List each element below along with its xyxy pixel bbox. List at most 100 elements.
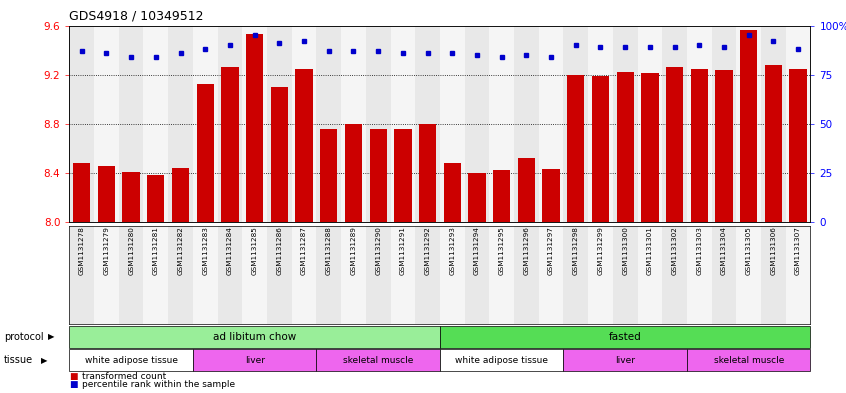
Text: GSM1131289: GSM1131289 [350,226,356,275]
Text: GSM1131279: GSM1131279 [103,226,109,275]
Text: GSM1131288: GSM1131288 [326,226,332,275]
Bar [267,226,292,324]
Text: GSM1131285: GSM1131285 [251,226,258,275]
Text: white adipose tissue: white adipose tissue [455,356,548,365]
Bar [118,26,144,222]
Bar [391,26,415,222]
Text: GSM1131305: GSM1131305 [745,226,752,275]
Bar [415,226,440,324]
Bar [144,226,168,324]
Bar [147,175,164,222]
Bar [242,26,267,222]
Text: GSM1131300: GSM1131300 [622,226,629,275]
Text: GSM1131292: GSM1131292 [425,226,431,275]
Text: GDS4918 / 10349512: GDS4918 / 10349512 [69,10,204,23]
Bar [514,226,539,324]
Text: GSM1131287: GSM1131287 [301,226,307,275]
Bar [292,226,316,324]
Bar [292,26,316,222]
Bar [295,68,313,222]
Bar [690,68,708,222]
Bar [666,67,684,222]
Bar [761,26,786,222]
Bar [440,26,464,222]
Bar [662,26,687,222]
Bar [320,129,338,222]
Bar [391,226,415,324]
Bar [765,65,782,222]
Text: GSM1131286: GSM1131286 [277,226,283,275]
Bar [69,26,94,222]
Bar [711,226,736,324]
Text: GSM1131283: GSM1131283 [202,226,208,275]
Bar [345,124,362,222]
Bar [588,26,613,222]
Bar [222,67,239,222]
Bar [464,226,489,324]
Bar [493,171,510,222]
Text: ▶: ▶ [41,356,47,365]
Bar [638,226,662,324]
Text: GSM1131307: GSM1131307 [795,226,801,275]
Text: GSM1131278: GSM1131278 [79,226,85,275]
Bar [716,70,733,222]
Bar [370,129,387,222]
Bar [567,75,585,222]
Bar [786,26,810,222]
Bar [687,226,711,324]
Bar [415,26,440,222]
Text: GSM1131280: GSM1131280 [128,226,135,275]
Bar [761,226,786,324]
Bar [588,226,613,324]
Bar [118,226,144,324]
Bar [687,26,711,222]
Text: ad libitum chow: ad libitum chow [213,332,296,342]
Bar [365,226,391,324]
Bar [217,26,242,222]
Bar [786,226,810,324]
Text: GSM1131306: GSM1131306 [771,226,777,275]
Bar [168,26,193,222]
Bar [98,165,115,222]
Text: liver: liver [244,356,265,365]
Bar [193,26,217,222]
Text: GSM1131296: GSM1131296 [524,226,530,275]
Text: GSM1131295: GSM1131295 [498,226,505,275]
Text: skeletal muscle: skeletal muscle [343,356,414,365]
Bar [316,226,341,324]
Bar [518,158,535,222]
Text: white adipose tissue: white adipose tissue [85,356,178,365]
Text: GSM1131291: GSM1131291 [400,226,406,275]
Bar [789,68,807,222]
Bar [443,163,461,222]
Bar [711,26,736,222]
Bar [514,26,539,222]
Bar [365,26,391,222]
Text: GSM1131281: GSM1131281 [153,226,159,275]
Bar [196,84,214,222]
Text: transformed count: transformed count [82,372,167,381]
Bar [123,172,140,222]
Bar [271,87,288,222]
Text: GSM1131302: GSM1131302 [672,226,678,275]
Text: GSM1131284: GSM1131284 [227,226,233,275]
Bar [341,226,365,324]
Text: tissue: tissue [4,355,33,365]
Text: ■: ■ [69,380,78,389]
Bar [242,226,267,324]
Text: skeletal muscle: skeletal muscle [713,356,784,365]
Text: GSM1131282: GSM1131282 [178,226,184,275]
Text: GSM1131301: GSM1131301 [647,226,653,275]
Bar [341,26,365,222]
Bar [69,226,94,324]
Bar [440,226,464,324]
Bar [740,30,757,222]
Bar [267,26,292,222]
Bar [662,226,687,324]
Text: GSM1131303: GSM1131303 [696,226,702,275]
Bar [94,26,118,222]
Bar [464,26,489,222]
Text: liver: liver [615,356,635,365]
Bar [617,72,634,222]
Bar [94,226,118,324]
